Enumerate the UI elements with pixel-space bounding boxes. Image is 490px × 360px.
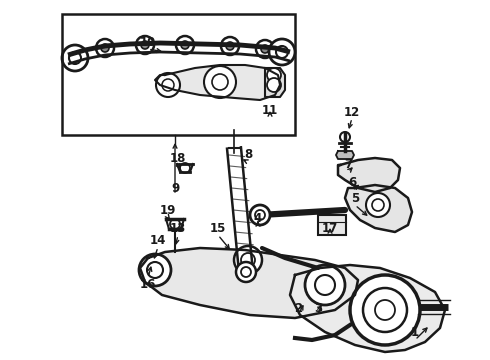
Circle shape: [236, 262, 256, 282]
Circle shape: [156, 73, 180, 97]
Text: 15: 15: [210, 221, 226, 234]
Text: 16: 16: [140, 279, 156, 292]
Polygon shape: [140, 248, 358, 318]
Text: 6: 6: [348, 176, 356, 189]
Circle shape: [267, 68, 281, 82]
Circle shape: [147, 262, 163, 278]
Polygon shape: [336, 151, 354, 159]
Circle shape: [375, 300, 395, 320]
Text: 5: 5: [351, 192, 359, 204]
Circle shape: [250, 205, 270, 225]
Text: 14: 14: [150, 234, 166, 247]
Circle shape: [204, 66, 236, 98]
Circle shape: [350, 275, 420, 345]
Circle shape: [366, 193, 390, 217]
Circle shape: [269, 39, 295, 65]
Circle shape: [256, 40, 274, 58]
Bar: [62, 14, 295, 135]
Text: 2: 2: [294, 302, 302, 315]
Circle shape: [226, 42, 234, 50]
Text: 3: 3: [314, 302, 322, 315]
Text: 17: 17: [322, 221, 338, 234]
Circle shape: [62, 45, 88, 71]
Circle shape: [176, 36, 194, 54]
Text: 10: 10: [140, 36, 156, 49]
Circle shape: [162, 79, 174, 91]
Circle shape: [221, 37, 239, 55]
Circle shape: [181, 41, 189, 49]
Polygon shape: [265, 68, 285, 97]
Bar: [318, 215, 346, 235]
Text: 18: 18: [170, 152, 186, 165]
Text: 9: 9: [171, 181, 179, 194]
Circle shape: [96, 39, 114, 57]
Polygon shape: [155, 65, 280, 100]
Circle shape: [241, 253, 255, 267]
Circle shape: [340, 132, 350, 142]
Circle shape: [372, 199, 384, 211]
Text: 7: 7: [344, 158, 352, 171]
Circle shape: [170, 219, 180, 229]
Circle shape: [141, 41, 149, 49]
Text: 1: 1: [411, 327, 419, 339]
Circle shape: [276, 46, 288, 58]
Circle shape: [234, 246, 262, 274]
Text: 11: 11: [262, 104, 278, 117]
Text: 12: 12: [344, 105, 360, 118]
Circle shape: [212, 74, 228, 90]
Circle shape: [363, 288, 407, 332]
Circle shape: [136, 36, 154, 54]
Circle shape: [101, 44, 109, 52]
Circle shape: [305, 265, 345, 305]
Circle shape: [69, 52, 81, 64]
Polygon shape: [345, 185, 412, 232]
Polygon shape: [338, 158, 400, 192]
Text: 8: 8: [244, 148, 252, 162]
Circle shape: [241, 267, 251, 277]
Circle shape: [261, 45, 269, 53]
Circle shape: [315, 275, 335, 295]
Circle shape: [180, 163, 190, 173]
Text: 13: 13: [170, 221, 186, 234]
Circle shape: [255, 210, 265, 220]
Polygon shape: [290, 265, 445, 352]
Circle shape: [267, 78, 281, 92]
Text: 19: 19: [160, 203, 176, 216]
Circle shape: [139, 254, 171, 286]
Text: 4: 4: [254, 211, 262, 225]
